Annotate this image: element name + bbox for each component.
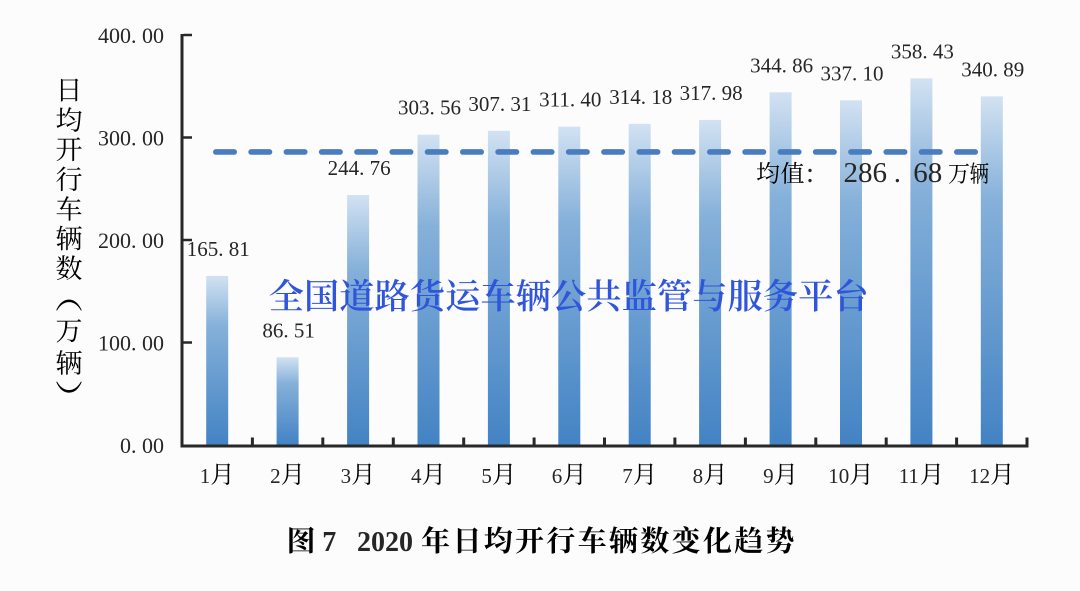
- svg-text::: :: [806, 157, 814, 189]
- svg-text:337. 10: 337. 10: [821, 61, 884, 85]
- svg-text:7: 7: [622, 464, 633, 488]
- svg-text:10: 10: [828, 464, 849, 488]
- svg-text:1: 1: [200, 464, 211, 488]
- svg-text:200. 00: 200. 00: [98, 228, 164, 253]
- svg-text:358. 43: 358. 43: [891, 39, 954, 63]
- svg-text:68: 68: [913, 157, 942, 189]
- svg-text:0. 00: 0. 00: [120, 433, 164, 458]
- svg-text:8: 8: [693, 464, 704, 488]
- svg-text:2: 2: [270, 464, 281, 488]
- svg-text:307. 31: 307. 31: [468, 92, 531, 116]
- svg-text:4: 4: [411, 464, 422, 488]
- svg-text:303. 56: 303. 56: [398, 96, 461, 120]
- svg-text:86. 51: 86. 51: [262, 318, 315, 342]
- svg-text:5: 5: [481, 464, 492, 488]
- svg-text:7: 7: [322, 527, 336, 558]
- svg-text:286: 286: [844, 157, 888, 189]
- svg-text:3: 3: [341, 464, 352, 488]
- svg-text:311. 40: 311. 40: [539, 88, 601, 112]
- svg-text:.: .: [894, 157, 901, 189]
- svg-text:400. 00: 400. 00: [98, 23, 164, 48]
- svg-text:100. 00: 100. 00: [98, 330, 164, 355]
- svg-text:340. 89: 340. 89: [961, 57, 1024, 81]
- svg-text:314. 18: 314. 18: [609, 85, 672, 109]
- svg-text:344. 86: 344. 86: [750, 53, 813, 77]
- svg-text:9: 9: [763, 464, 774, 488]
- svg-text:317. 98: 317. 98: [680, 81, 743, 105]
- svg-text:2020: 2020: [357, 527, 413, 558]
- svg-text:12: 12: [969, 464, 990, 488]
- svg-text:165. 81: 165. 81: [187, 237, 250, 261]
- svg-text:300. 00: 300. 00: [98, 125, 164, 150]
- svg-text:6: 6: [552, 464, 563, 488]
- svg-text:244. 76: 244. 76: [328, 156, 391, 180]
- svg-text:11: 11: [899, 464, 919, 488]
